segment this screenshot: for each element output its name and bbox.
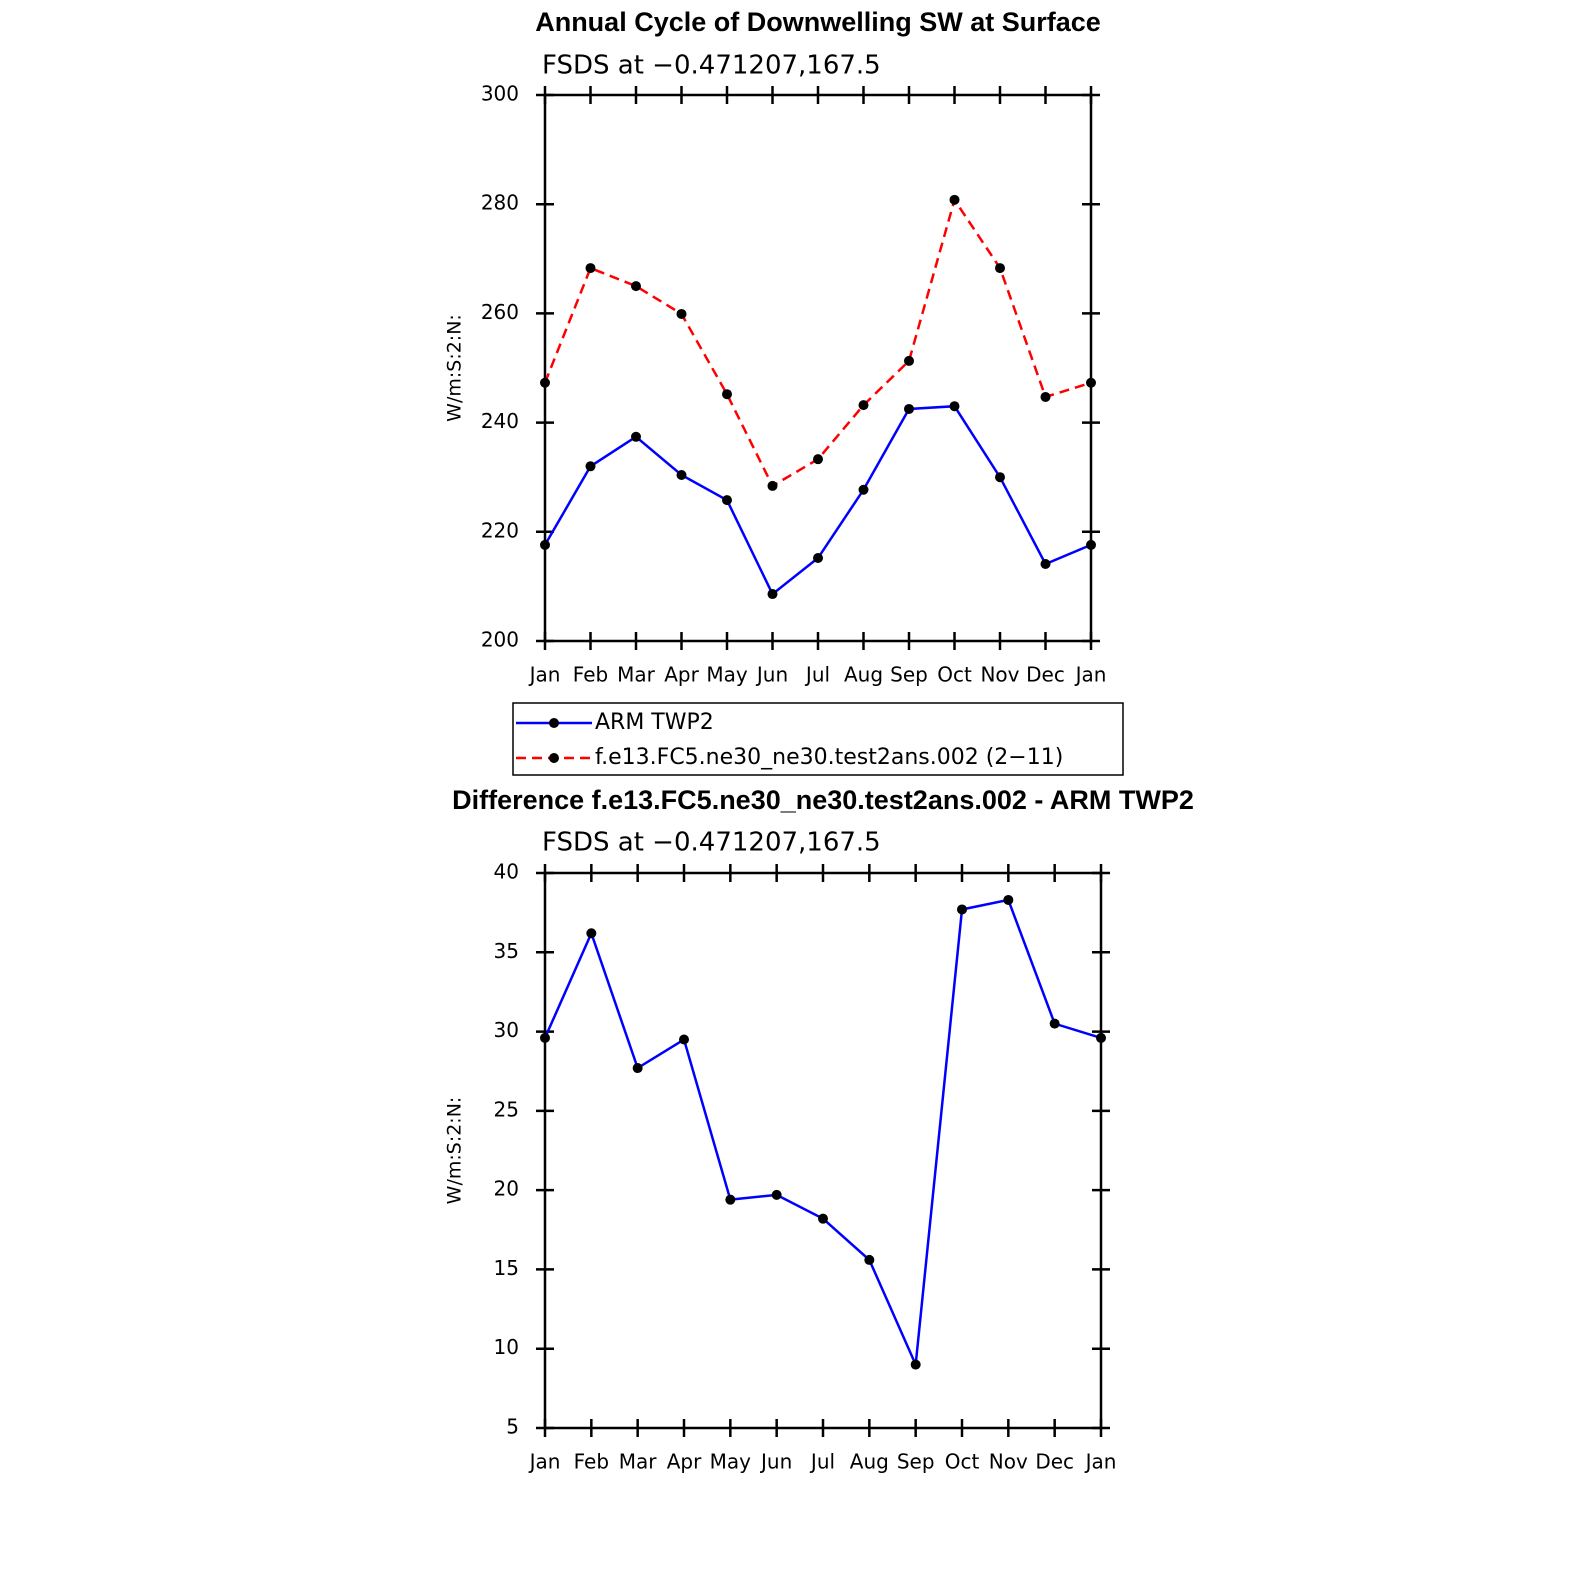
data-point xyxy=(585,461,596,472)
y-tick-label: 260 xyxy=(481,300,519,324)
data-point xyxy=(1040,391,1051,402)
data-point xyxy=(540,539,550,550)
data-point xyxy=(767,589,778,600)
x-tick-label: Feb xyxy=(573,663,608,687)
x-tick-label: Mar xyxy=(617,663,656,687)
x-tick-label: Sep xyxy=(890,663,928,687)
data-point xyxy=(540,1032,550,1043)
x-tick-label: Oct xyxy=(945,1450,980,1474)
x-tick-label: Oct xyxy=(937,663,972,687)
legend-box xyxy=(512,702,1124,776)
x-tick-label: Jun xyxy=(755,663,788,687)
data-point xyxy=(813,454,823,465)
data-point xyxy=(725,1194,736,1205)
legend-marker xyxy=(549,753,559,763)
data-point xyxy=(632,1063,643,1074)
y-tick-label: 5 xyxy=(506,1415,519,1439)
data-point xyxy=(722,495,732,506)
y-tick-label: 15 xyxy=(494,1256,519,1280)
y-axis-label: W/m:S:2:N: xyxy=(444,1097,466,1205)
data-point xyxy=(995,472,1005,483)
data-point xyxy=(818,1213,828,1224)
x-tick-label: Nov xyxy=(989,1450,1028,1474)
x-tick-label: Jan xyxy=(528,1450,561,1474)
data-point xyxy=(540,377,550,388)
data-point xyxy=(1086,539,1096,550)
x-tick-label: Jul xyxy=(804,663,830,687)
data-point xyxy=(722,389,732,400)
data-point xyxy=(910,1359,921,1370)
data-point xyxy=(813,553,823,564)
x-tick-label: Aug xyxy=(844,663,883,687)
data-point xyxy=(1003,894,1014,905)
chart-subtitle: FSDS at −0.471207,167.5 xyxy=(542,828,881,858)
series-line xyxy=(543,404,1092,596)
x-tick-label: Jan xyxy=(528,663,561,687)
data-point xyxy=(904,355,914,366)
y-tick-label: 200 xyxy=(481,628,519,652)
data-point xyxy=(904,403,914,414)
data-point xyxy=(767,480,778,491)
data-point xyxy=(957,904,967,915)
data-point xyxy=(858,400,869,411)
x-tick-label: Jan xyxy=(1084,1450,1117,1474)
y-tick-label: 20 xyxy=(494,1177,519,1201)
legend-label: ARM TWP2 xyxy=(595,710,714,735)
data-point xyxy=(949,194,960,205)
data-point xyxy=(1096,1032,1106,1043)
x-tick-label: Aug xyxy=(850,1450,889,1474)
y-tick-label: 10 xyxy=(494,1335,519,1359)
data-point xyxy=(676,470,687,481)
y-tick-label: 25 xyxy=(494,1097,519,1121)
data-point xyxy=(1086,377,1096,388)
data-point xyxy=(679,1034,689,1045)
y-tick-label: 35 xyxy=(494,939,519,963)
x-tick-label: Apr xyxy=(667,1450,702,1474)
legend-label: f.e13.FC5.ne30_ne30.test2ans.002 (2−11) xyxy=(595,745,1063,770)
data-point xyxy=(676,308,687,319)
x-tick-label: Sep xyxy=(897,1450,935,1474)
data-point xyxy=(949,401,960,412)
chart-title: Difference f.e13.FC5.ne30_ne30.test2ans.… xyxy=(452,785,1194,815)
plot-frame xyxy=(543,871,1103,1430)
chart-title: Annual Cycle of Downwelling SW at Surfac… xyxy=(535,7,1101,37)
data-point xyxy=(1040,559,1051,570)
data-point xyxy=(864,1254,875,1265)
y-tick-label: 300 xyxy=(481,82,519,106)
y-tick-label: 30 xyxy=(494,1018,519,1042)
data-point xyxy=(631,431,641,442)
y-tick-label: 220 xyxy=(481,518,519,542)
x-tick-label: Apr xyxy=(664,663,699,687)
x-tick-label: May xyxy=(710,1450,752,1474)
x-tick-label: Jul xyxy=(809,1450,835,1474)
data-point xyxy=(586,928,597,939)
x-tick-label: Nov xyxy=(980,663,1019,687)
legend-marker xyxy=(549,718,559,728)
data-point xyxy=(1049,1018,1060,1029)
data-point xyxy=(858,484,869,495)
x-tick-label: Mar xyxy=(619,1450,658,1474)
data-point xyxy=(995,263,1005,274)
x-tick-label: May xyxy=(706,663,748,687)
x-tick-label: Feb xyxy=(574,1450,609,1474)
x-tick-label: Dec xyxy=(1035,1450,1074,1474)
x-tick-label: Jan xyxy=(1074,663,1107,687)
y-tick-label: 240 xyxy=(481,409,519,433)
y-axis-label: W/m:S:2:N: xyxy=(444,314,466,422)
y-tick-label: 280 xyxy=(481,191,519,215)
y-tick-label: 40 xyxy=(494,860,519,884)
series-line xyxy=(543,898,1102,1370)
x-tick-label: Dec xyxy=(1026,663,1065,687)
data-point xyxy=(771,1189,782,1200)
chart-subtitle: FSDS at −0.471207,167.5 xyxy=(542,51,881,81)
data-point xyxy=(631,281,641,292)
data-point xyxy=(585,263,596,274)
x-tick-label: Jun xyxy=(759,1450,792,1474)
